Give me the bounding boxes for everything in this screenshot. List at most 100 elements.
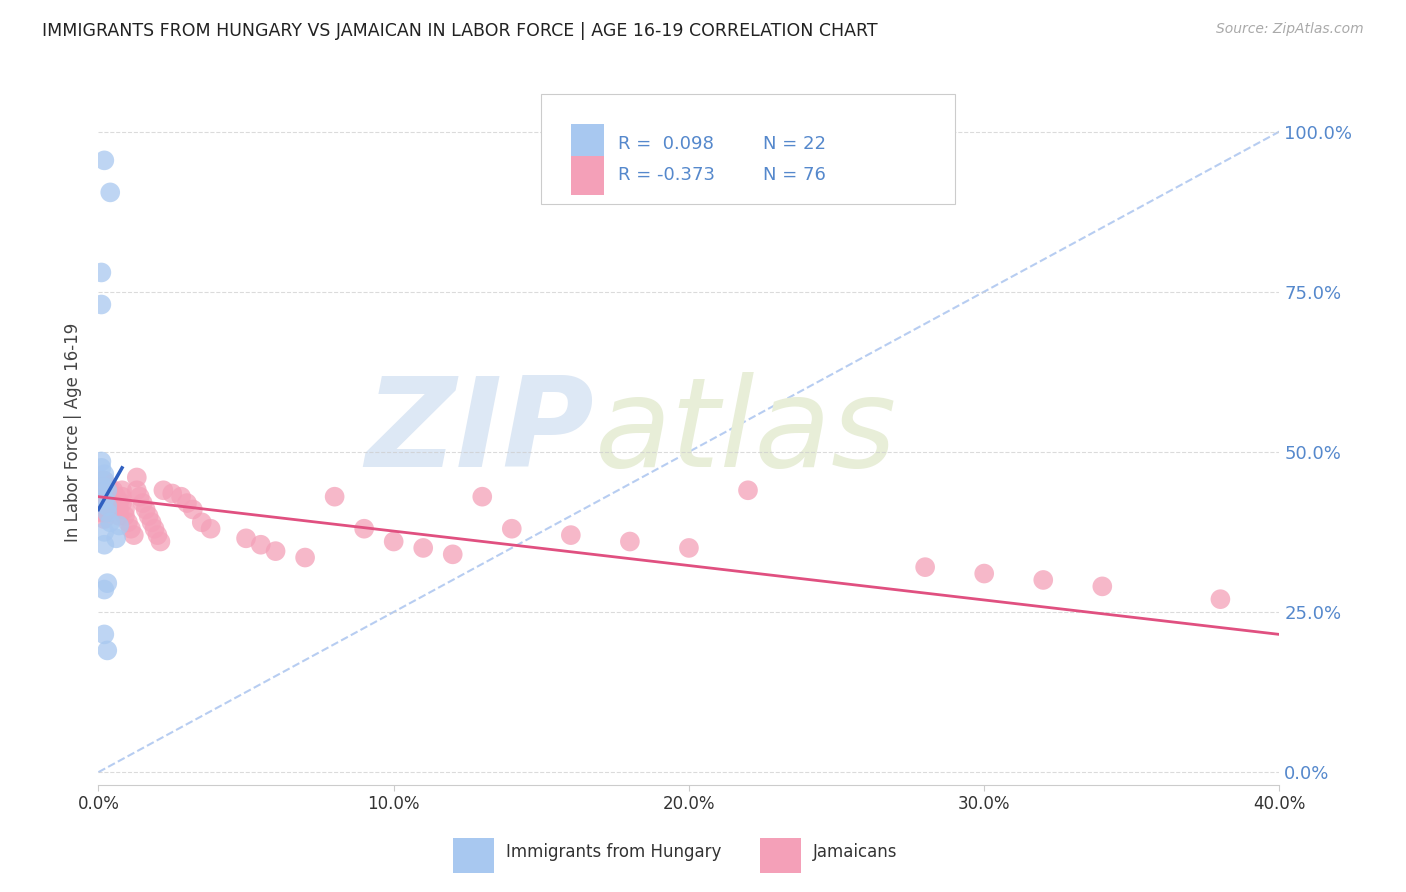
Point — [96, 483, 118, 498]
Point — [117, 516, 139, 530]
Point — [264, 544, 287, 558]
Point — [125, 470, 148, 484]
Point — [973, 566, 995, 581]
Point — [111, 490, 134, 504]
Point — [93, 500, 115, 514]
Point — [162, 486, 183, 500]
Point — [98, 496, 121, 510]
Point — [441, 547, 464, 561]
Point — [96, 506, 118, 520]
Point — [96, 500, 118, 514]
Point — [108, 502, 131, 516]
Y-axis label: In Labor Force | Age 16-19: In Labor Force | Age 16-19 — [65, 323, 83, 542]
Point — [90, 480, 112, 494]
FancyBboxPatch shape — [541, 95, 955, 203]
Point — [125, 483, 148, 498]
Point — [93, 474, 115, 488]
Point — [914, 560, 936, 574]
Point — [93, 480, 115, 494]
Point — [105, 490, 128, 504]
Point — [146, 528, 169, 542]
Point — [105, 496, 128, 510]
Point — [90, 486, 112, 500]
Text: IMMIGRANTS FROM HUNGARY VS JAMAICAN IN LABOR FORCE | AGE 16-19 CORRELATION CHART: IMMIGRANTS FROM HUNGARY VS JAMAICAN IN L… — [42, 22, 877, 40]
Point — [114, 508, 136, 523]
Point — [1091, 579, 1114, 593]
Point — [135, 502, 157, 516]
Point — [108, 496, 131, 510]
Point — [90, 500, 112, 514]
Point — [111, 483, 134, 498]
Point — [235, 532, 257, 546]
Point — [96, 643, 118, 657]
Point — [93, 474, 115, 488]
Point — [114, 502, 136, 516]
Text: Jamaicans: Jamaicans — [813, 843, 897, 861]
Point — [560, 528, 582, 542]
Point — [93, 538, 115, 552]
Point — [98, 490, 121, 504]
Point — [103, 496, 125, 510]
Point — [323, 490, 346, 504]
FancyBboxPatch shape — [571, 156, 605, 194]
Point — [98, 516, 121, 530]
Point — [149, 534, 172, 549]
Point — [96, 492, 118, 507]
Point — [471, 490, 494, 504]
Point — [176, 496, 198, 510]
Point — [93, 486, 115, 500]
Point — [250, 538, 273, 552]
Point — [96, 506, 118, 520]
Point — [96, 480, 118, 494]
Point — [678, 541, 700, 555]
Point — [96, 486, 118, 500]
Point — [90, 506, 112, 520]
Point — [93, 492, 115, 507]
FancyBboxPatch shape — [571, 124, 605, 163]
Point — [93, 492, 115, 507]
FancyBboxPatch shape — [759, 838, 801, 873]
Point — [120, 522, 142, 536]
Text: N = 76: N = 76 — [763, 167, 827, 185]
Point — [108, 508, 131, 523]
Point — [501, 522, 523, 536]
Point — [382, 534, 405, 549]
Text: atlas: atlas — [595, 372, 897, 493]
Point — [96, 500, 118, 514]
Point — [143, 522, 166, 536]
Point — [98, 186, 121, 200]
Point — [93, 506, 115, 520]
Point — [90, 461, 112, 475]
Text: Source: ZipAtlas.com: Source: ZipAtlas.com — [1216, 22, 1364, 37]
Point — [96, 576, 118, 591]
FancyBboxPatch shape — [453, 838, 494, 873]
Point — [108, 518, 131, 533]
Point — [90, 474, 112, 488]
Point — [103, 483, 125, 498]
Point — [90, 297, 112, 311]
Text: ZIP: ZIP — [366, 372, 595, 493]
Point — [98, 483, 121, 498]
Point — [200, 522, 222, 536]
Point — [1209, 592, 1232, 607]
Point — [111, 496, 134, 510]
Point — [105, 532, 128, 546]
Point — [93, 524, 115, 539]
Point — [90, 492, 112, 507]
Point — [93, 582, 115, 597]
Point — [93, 467, 115, 482]
Point — [619, 534, 641, 549]
Point — [90, 454, 112, 468]
Point — [132, 496, 155, 510]
Point — [93, 512, 115, 526]
Point — [122, 528, 145, 542]
Text: R = -0.373: R = -0.373 — [619, 167, 716, 185]
Point — [138, 508, 160, 523]
Point — [141, 516, 163, 530]
Point — [737, 483, 759, 498]
Point — [98, 502, 121, 516]
Point — [105, 502, 128, 516]
Point — [191, 516, 214, 530]
Point — [103, 490, 125, 504]
Point — [93, 153, 115, 168]
